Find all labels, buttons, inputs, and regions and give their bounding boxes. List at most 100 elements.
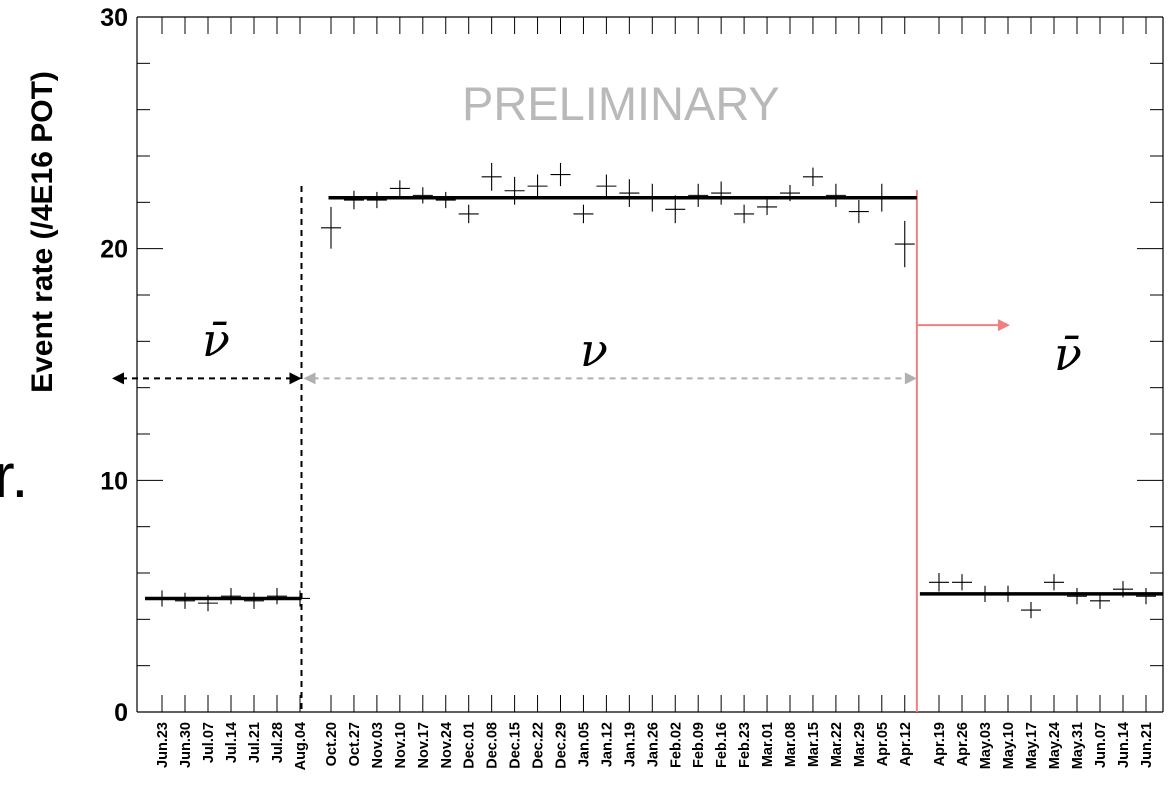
- x-tick-label: Jun.07: [1093, 722, 1109, 768]
- x-tick-label: May.10: [1001, 722, 1017, 769]
- data-point: [458, 204, 479, 224]
- data-point: [596, 174, 617, 198]
- data-point: [1090, 592, 1110, 609]
- data-point: [952, 574, 972, 591]
- period-label: ν: [580, 323, 608, 377]
- x-tick-label: Jul.14: [224, 722, 240, 763]
- data-point: [998, 585, 1018, 602]
- data-point: [894, 220, 915, 268]
- beam-periods: ν̄ ν ν̄: [112, 186, 1082, 712]
- data-point: [244, 592, 264, 609]
- data-point: [757, 198, 778, 216]
- data-point: [221, 588, 241, 605]
- x-tick-label: Jan.26: [645, 722, 661, 767]
- x-tick-label: Mar.08: [783, 722, 799, 767]
- data-point: [152, 590, 172, 607]
- x-tick-label: Apr.12: [898, 722, 914, 766]
- data-point: [1136, 588, 1156, 605]
- data-point: [802, 167, 823, 187]
- data-point: [1044, 574, 1064, 591]
- period-arrow-neutrino: [303, 372, 917, 385]
- x-tick-label: Nov.10: [393, 722, 409, 768]
- arrow-head: [904, 372, 917, 385]
- x-tick-label: Jun.30: [178, 722, 194, 768]
- left-text-fragment: r.: [0, 442, 28, 511]
- data-points: [152, 162, 1156, 619]
- period-label: ν̄: [1054, 327, 1082, 381]
- x-tick-label: Aug.04: [293, 722, 309, 770]
- x-tick-label: Jul.28: [270, 722, 286, 763]
- x-tick-label: May.17: [1024, 722, 1040, 769]
- data-point: [175, 592, 195, 609]
- x-tick-label: Dec.22: [531, 722, 547, 769]
- period-label: ν̄: [202, 313, 230, 367]
- data-point: [734, 204, 755, 224]
- data-point: [321, 206, 341, 249]
- x-tick-label: Apr.26: [955, 722, 971, 766]
- arrow-head: [289, 372, 302, 385]
- data-point: [198, 595, 218, 612]
- x-tick-label: Mar.29: [852, 722, 868, 767]
- data-point: [343, 190, 364, 210]
- data-point: [848, 200, 869, 224]
- data-point: [975, 585, 995, 602]
- data-point: [665, 195, 686, 224]
- x-tick-label: May.31: [1070, 722, 1086, 769]
- x-tick-label: Oct.27: [347, 722, 363, 766]
- data-point: [1067, 588, 1087, 605]
- x-tick-label: Jun.14: [1116, 722, 1132, 768]
- x-tick-label: Jun.21: [1139, 722, 1155, 768]
- x-tick-label: Jan.12: [599, 722, 615, 767]
- arrow-head: [998, 319, 1010, 332]
- data-point: [711, 181, 732, 205]
- x-tick-label: Mar.22: [829, 722, 845, 767]
- x-tick-label: Feb.16: [714, 722, 730, 768]
- y-tick-label: 0: [114, 699, 128, 727]
- data-point: [366, 191, 387, 209]
- y-tick-label: 20: [100, 236, 128, 264]
- x-tick-label: Dec.15: [508, 722, 524, 769]
- data-point: [504, 176, 525, 205]
- data-point: [412, 187, 433, 204]
- data-point: [527, 174, 548, 198]
- data-point: [389, 180, 410, 197]
- arrow-head: [112, 372, 124, 385]
- y-axis-label: Event rate (/4E16 POT): [26, 71, 59, 393]
- period-arrow-antineutrino-2: [917, 319, 1010, 332]
- axis-ticks: [137, 16, 1163, 713]
- data-point: [573, 204, 594, 224]
- data-point: [871, 183, 892, 212]
- data-point: [550, 162, 571, 187]
- x-tick-label: Nov.03: [370, 722, 386, 768]
- x-tick-label: Mar.15: [806, 722, 822, 767]
- x-tick-label: Nov.17: [416, 722, 432, 768]
- x-tick-label: May.24: [1047, 722, 1063, 769]
- data-point: [1021, 601, 1041, 619]
- preliminary-annotation: PRELIMINARY: [462, 77, 780, 130]
- axes: [136, 16, 1164, 713]
- data-point: [435, 191, 456, 209]
- x-tick-label: May.03: [978, 722, 994, 769]
- y-tick-label: 30: [100, 4, 128, 32]
- x-tick-label: Mar.01: [760, 722, 776, 767]
- data-point: [290, 590, 310, 607]
- data-point: [780, 184, 800, 202]
- x-tick-label: Jun.23: [155, 722, 171, 768]
- data-point: [688, 183, 709, 207]
- period-arrow-antineutrino-1: [112, 372, 302, 385]
- data-point: [267, 588, 287, 605]
- x-tick-label: Dec.29: [554, 722, 570, 769]
- x-tick-label: Oct.20: [324, 722, 340, 766]
- x-tick-label: Dec.08: [485, 722, 501, 769]
- x-tick-label: Nov.24: [439, 722, 455, 768]
- data-point: [481, 162, 502, 191]
- fit-lines: [145, 195, 1163, 601]
- x-tick-label: Feb.09: [691, 722, 707, 768]
- x-tick-label: Jul.21: [247, 722, 263, 763]
- data-point: [1113, 581, 1133, 598]
- data-point: [929, 573, 949, 592]
- x-tick-label: Dec.01: [462, 722, 478, 769]
- data-point: [619, 179, 640, 207]
- y-tick-labels: 0 10 20 30: [100, 4, 128, 727]
